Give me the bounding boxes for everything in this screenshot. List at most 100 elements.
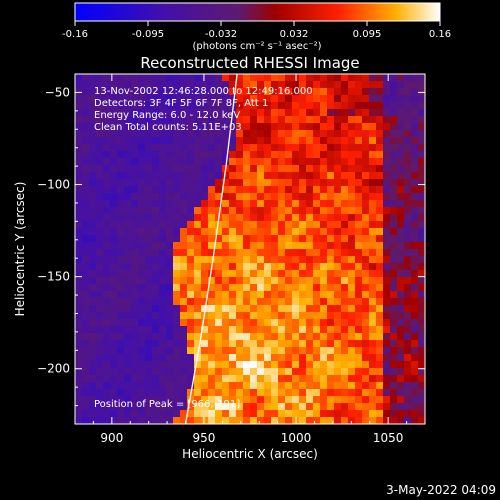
heatmap-cell	[376, 403, 384, 411]
heatmap-cell	[89, 326, 97, 334]
heatmap-cell	[376, 263, 384, 271]
heatmap-cell	[292, 340, 300, 348]
heatmap-cell	[236, 249, 244, 257]
heatmap-cell	[103, 172, 111, 180]
heatmap-cell	[348, 249, 356, 257]
heatmap-cell	[82, 186, 90, 194]
heatmap-cell	[145, 179, 153, 187]
heatmap-cell	[306, 116, 314, 124]
heatmap-cell	[320, 102, 328, 110]
heatmap-cell	[404, 375, 412, 383]
heatmap-cell	[327, 277, 335, 285]
heatmap-cell	[201, 382, 209, 390]
heatmap-cell	[348, 158, 356, 166]
heatmap-cell	[397, 417, 405, 424]
heatmap-cell	[110, 410, 118, 418]
heatmap-cell	[320, 375, 328, 383]
heatmap-cell	[110, 193, 118, 201]
heatmap-cell	[145, 95, 153, 103]
heatmap-cell	[138, 214, 146, 222]
heatmap-cell	[271, 81, 279, 89]
heatmap-cell	[173, 291, 181, 299]
heatmap-cell	[250, 368, 258, 376]
heatmap-cell	[271, 123, 279, 131]
heatmap-cell	[75, 102, 83, 110]
heatmap-cell	[82, 221, 90, 229]
heatmap-cell	[229, 88, 237, 96]
heatmap-cell	[166, 207, 174, 215]
heatmap-cell	[397, 312, 405, 320]
heatmap-cell	[264, 249, 272, 257]
heatmap-cell	[215, 200, 223, 208]
heatmap-cell	[355, 417, 363, 424]
heatmap-cell	[278, 200, 286, 208]
heatmap-cell	[124, 263, 132, 271]
heatmap-cell	[194, 312, 202, 320]
heatmap-cell	[327, 375, 335, 383]
heatmap-cell	[173, 214, 181, 222]
heatmap-cell	[341, 375, 349, 383]
heatmap-cell	[390, 81, 398, 89]
heatmap-cell	[383, 130, 391, 138]
heatmap-cell	[236, 361, 244, 369]
heatmap-cell	[250, 102, 258, 110]
heatmap-cell	[124, 158, 132, 166]
heatmap-cell	[131, 298, 139, 306]
heatmap-cell	[166, 130, 174, 138]
heatmap-cell	[96, 417, 104, 424]
heatmap-cell	[152, 186, 160, 194]
heatmap-cell	[75, 382, 83, 390]
heatmap-cell	[145, 354, 153, 362]
heatmap-cell	[110, 116, 118, 124]
heatmap-cell	[313, 144, 321, 152]
heatmap-cell	[173, 242, 181, 250]
heatmap-cell	[215, 249, 223, 257]
heatmap-cell	[376, 193, 384, 201]
heatmap-cell	[285, 200, 293, 208]
heatmap-cell	[383, 361, 391, 369]
heatmap-cell	[187, 298, 195, 306]
heatmap-cell	[173, 81, 181, 89]
heatmap-cell	[236, 347, 244, 355]
heatmap-cell	[236, 375, 244, 383]
heatmap-cell	[334, 305, 342, 313]
heatmap-cell	[327, 319, 335, 327]
heatmap-cell	[215, 382, 223, 390]
heatmap-cell	[369, 249, 377, 257]
heatmap-cell	[243, 137, 251, 145]
heatmap-cell	[271, 74, 279, 82]
heatmap-cell	[103, 123, 111, 131]
heatmap-cell	[327, 354, 335, 362]
heatmap-cell	[383, 340, 391, 348]
heatmap-cell	[82, 109, 90, 117]
heatmap-cell	[201, 116, 209, 124]
heatmap-cell	[138, 221, 146, 229]
heatmap-cell	[320, 158, 328, 166]
heatmap-cell	[327, 396, 335, 404]
heatmap-cell	[418, 179, 425, 187]
heatmap-cell	[334, 284, 342, 292]
heatmap-cell	[110, 249, 118, 257]
heatmap-cell	[355, 298, 363, 306]
heatmap-cell	[215, 165, 223, 173]
heatmap-cell	[418, 403, 425, 411]
heatmap-cell	[173, 396, 181, 404]
heatmap-cell	[229, 228, 237, 236]
heatmap-cell	[313, 137, 321, 145]
heatmap-cell	[264, 277, 272, 285]
heatmap-cell	[334, 151, 342, 159]
heatmap-cell	[390, 389, 398, 397]
heatmap-cell	[82, 291, 90, 299]
heatmap-cell	[201, 74, 209, 82]
heatmap-cell	[383, 319, 391, 327]
heatmap-cell	[404, 249, 412, 257]
heatmap-cell	[390, 375, 398, 383]
heatmap-cell	[96, 326, 104, 334]
heatmap-cell	[166, 249, 174, 257]
heatmap-cell	[285, 417, 293, 424]
heatmap-cell	[187, 263, 195, 271]
heatmap-cell	[397, 333, 405, 341]
heatmap-cell	[96, 263, 104, 271]
heatmap-cell	[187, 221, 195, 229]
heatmap-cell	[376, 130, 384, 138]
